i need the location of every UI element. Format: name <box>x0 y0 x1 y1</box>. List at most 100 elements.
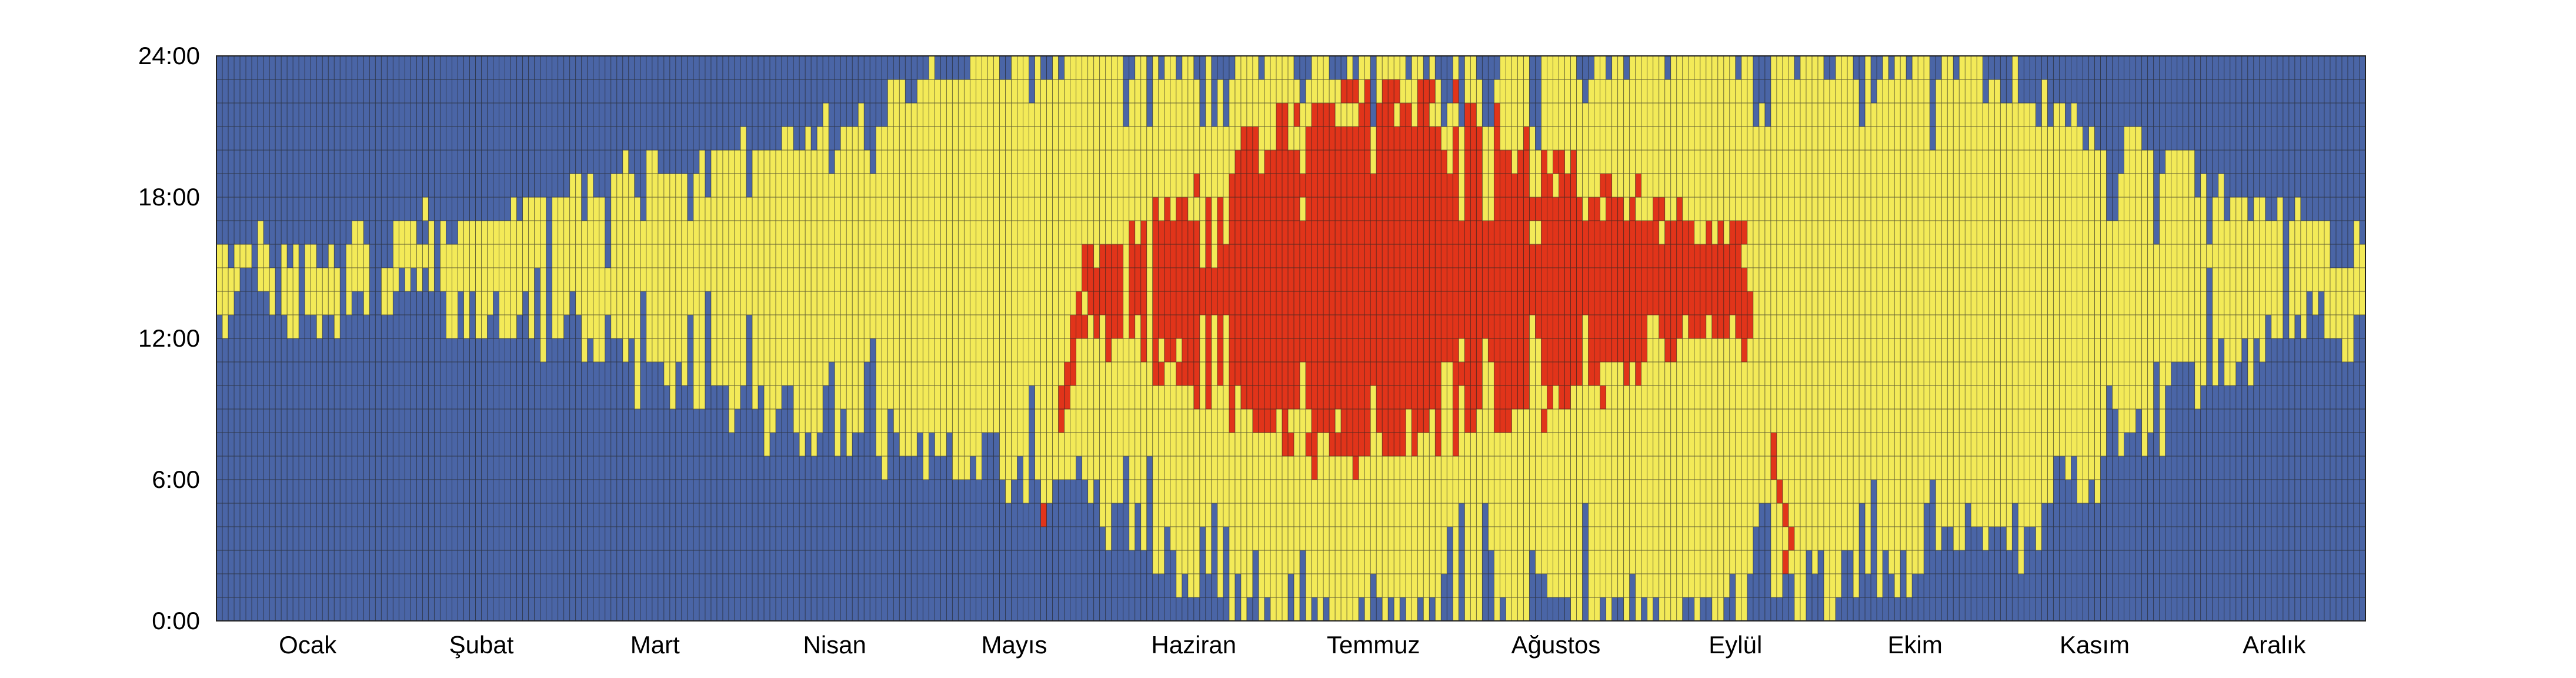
heatmap-cell <box>999 150 1006 174</box>
heatmap-cell <box>1011 550 1017 574</box>
heatmap-cell <box>1429 244 1436 268</box>
heatmap-cell <box>263 503 270 527</box>
heatmap-cell <box>299 527 305 551</box>
heatmap-cell <box>263 480 270 504</box>
heatmap-cell <box>440 574 446 598</box>
heatmap-cell <box>1353 150 1359 174</box>
heatmap-cell <box>858 385 865 410</box>
heatmap-cell <box>716 174 723 198</box>
heatmap-cell <box>1423 503 1430 527</box>
heatmap-cell <box>1282 221 1289 245</box>
heatmap-cell <box>346 550 352 574</box>
heatmap-cell <box>1388 550 1394 574</box>
heatmap-cell <box>563 221 570 245</box>
heatmap-cell <box>1229 385 1236 410</box>
heatmap-cell <box>1252 385 1259 410</box>
heatmap-cell <box>1441 480 1447 504</box>
heatmap-cell <box>1264 480 1271 504</box>
heatmap-cell <box>805 103 812 127</box>
heatmap-cell <box>328 503 335 527</box>
heatmap-cell <box>1105 79 1112 104</box>
heatmap-cell <box>352 409 358 433</box>
heatmap-cell <box>964 338 970 363</box>
heatmap-cell <box>316 574 323 598</box>
heatmap-cell <box>422 480 429 504</box>
heatmap-cell <box>275 480 282 504</box>
heatmap-cell <box>581 56 588 80</box>
heatmap-cell <box>740 597 747 622</box>
heatmap-cell <box>1300 385 1306 410</box>
heatmap-cell <box>558 79 565 104</box>
heatmap-cell <box>405 527 411 551</box>
heatmap-cell <box>987 385 994 410</box>
heatmap-cell <box>463 574 470 598</box>
heatmap-cell <box>1312 315 1318 339</box>
heatmap-cell <box>693 244 700 268</box>
heatmap-cell <box>522 174 529 198</box>
heatmap-cell <box>1140 385 1147 410</box>
heatmap-cell <box>634 150 641 174</box>
heatmap-cell <box>240 385 246 410</box>
heatmap-cell <box>1146 197 1153 221</box>
heatmap-cell <box>876 291 882 315</box>
heatmap-cell <box>381 127 388 151</box>
heatmap-cell <box>882 456 888 480</box>
heatmap-cell <box>1070 385 1076 410</box>
heatmap-cell <box>634 433 641 457</box>
heatmap-cell <box>1423 480 1430 504</box>
heatmap-cell <box>269 480 276 504</box>
heatmap-cell <box>722 103 729 127</box>
heatmap-cell <box>428 244 435 268</box>
heatmap-cell <box>299 244 305 268</box>
heatmap-cell <box>1099 79 1106 104</box>
heatmap-cell <box>1035 385 1041 410</box>
heatmap-cell <box>1258 291 1265 315</box>
heatmap-cell <box>269 456 276 480</box>
heatmap-cell <box>1146 56 1153 80</box>
heatmap-cell <box>1176 79 1183 104</box>
heatmap-cell <box>893 480 900 504</box>
heatmap-cell <box>463 480 470 504</box>
heatmap-cell <box>764 409 770 433</box>
heatmap-cell <box>946 56 953 80</box>
heatmap-cell <box>1170 197 1177 221</box>
heatmap-cell <box>782 221 788 245</box>
heatmap-cell <box>1264 79 1271 104</box>
heatmap-cell <box>1347 480 1353 504</box>
heatmap-cell <box>1087 174 1095 198</box>
heatmap-cell <box>305 150 311 174</box>
heatmap-cell <box>864 527 870 551</box>
heatmap-cell <box>216 480 223 504</box>
heatmap-cell <box>1164 385 1171 410</box>
heatmap-cell <box>646 197 653 221</box>
heatmap-cell <box>228 174 235 198</box>
heatmap-cell <box>428 597 435 622</box>
heatmap-cell <box>952 433 959 457</box>
heatmap-cell <box>1382 574 1389 598</box>
heatmap-cell <box>1205 433 1212 457</box>
heatmap-cell <box>722 362 729 386</box>
heatmap-cell <box>1282 527 1289 551</box>
heatmap-cell <box>216 456 223 480</box>
heatmap-cell <box>1252 362 1259 386</box>
heatmap-cell <box>605 127 612 151</box>
heatmap-cell <box>1052 597 1059 622</box>
heatmap-cell <box>952 597 959 622</box>
heatmap-cell <box>776 362 782 386</box>
heatmap-cell <box>1140 409 1147 433</box>
heatmap-cell <box>599 221 606 245</box>
heatmap-cell <box>299 56 305 80</box>
heatmap-cell <box>1146 268 1153 292</box>
heatmap-cell <box>375 597 382 622</box>
heatmap-cell <box>452 174 458 198</box>
heatmap-cell <box>1252 221 1259 245</box>
heatmap-cell <box>1323 456 1330 480</box>
heatmap-cell <box>716 56 723 80</box>
heatmap-cell <box>752 79 759 104</box>
heatmap-cell <box>305 409 311 433</box>
heatmap-cell <box>658 79 665 104</box>
heatmap-cell <box>1353 456 1359 480</box>
heatmap-cell <box>363 197 370 221</box>
heatmap-cell <box>722 385 729 410</box>
heatmap-cell <box>252 362 258 386</box>
